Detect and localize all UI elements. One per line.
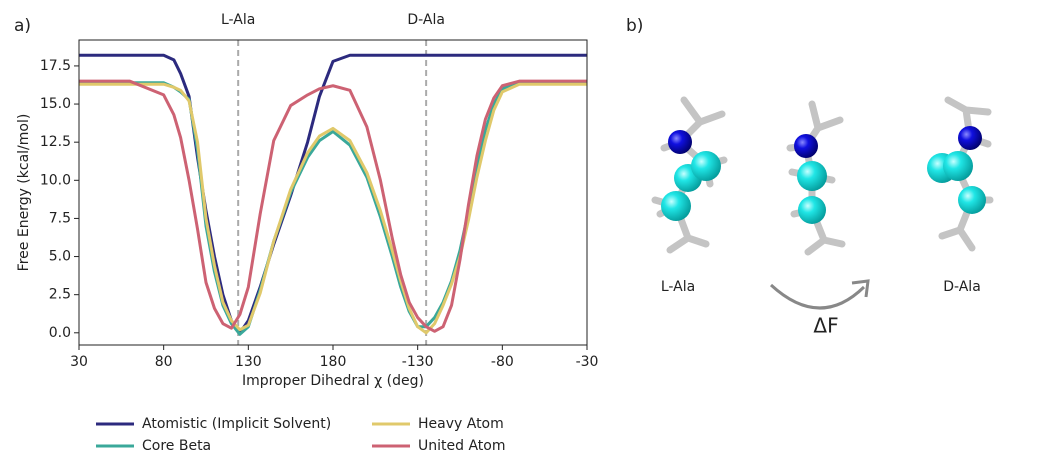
y-tick-label: 17.5	[40, 58, 71, 74]
legend-label: United Atom	[418, 438, 505, 454]
molecule-l-atoms	[661, 130, 721, 221]
molecule-mid-atoms	[794, 134, 827, 224]
y-tick-label: 0.0	[49, 325, 71, 341]
series-line	[79, 82, 587, 335]
arrow	[769, 283, 866, 310]
x-tick-label: -80	[491, 354, 514, 370]
legend-label: Core Beta	[142, 438, 211, 454]
y-tick-label: 12.5	[40, 134, 71, 150]
y-tick-label: 2.5	[49, 287, 71, 303]
annotation: L-Ala	[221, 12, 255, 28]
x-tick-label: -30	[576, 354, 599, 370]
arrow-label: ΔF	[813, 314, 838, 338]
molecule-d-atoms	[927, 126, 986, 214]
legend-label: Atomistic (Implicit Solvent)	[142, 416, 331, 432]
x-tick-label: 30	[70, 354, 88, 370]
y-tick-label: 15.0	[40, 96, 71, 112]
series-line	[79, 81, 587, 336]
x-tick-label: 80	[155, 354, 173, 370]
y-tick-label: 10.0	[40, 172, 71, 188]
molecule-label: L-Ala	[661, 279, 695, 295]
molecule-label: D-Ala	[943, 279, 981, 295]
arrow-head	[851, 279, 870, 298]
x-tick-label: 180	[320, 354, 347, 370]
annotation: D-Ala	[407, 12, 445, 28]
y-tick-label: 7.5	[49, 210, 71, 226]
panel-label: a)	[14, 16, 31, 36]
x-tick-label: -130	[402, 354, 434, 370]
legend-label: Heavy Atom	[418, 416, 504, 432]
x-axis-label: Improper Dihedral χ (deg)	[242, 373, 424, 389]
series-line	[79, 79, 587, 333]
y-tick-label: 5.0	[49, 249, 71, 265]
x-tick-label: 130	[235, 354, 262, 370]
series-line	[79, 53, 587, 335]
plot-frame	[78, 39, 588, 346]
panel-label: b)	[626, 16, 643, 36]
y-axis-label: Free Energy (kcal/mol)	[16, 114, 32, 272]
